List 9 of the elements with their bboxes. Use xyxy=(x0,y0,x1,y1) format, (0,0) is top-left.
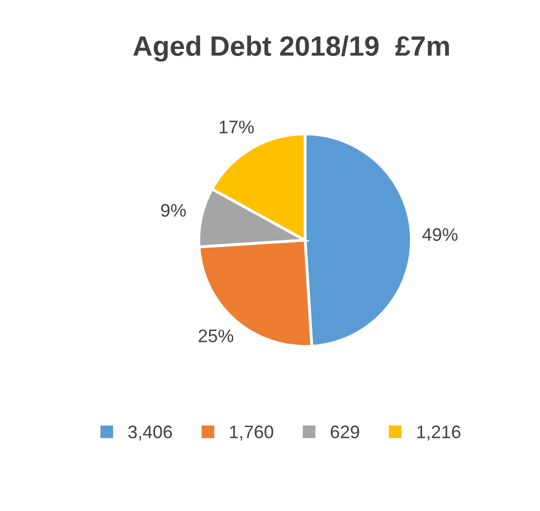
chart-title: Aged Debt 2018/19 £7m xyxy=(133,36,449,62)
legend-label: 3,406 xyxy=(128,426,172,440)
data-label: 9% xyxy=(161,204,186,217)
data-label: 17% xyxy=(220,120,254,134)
legend-label: 1,760 xyxy=(230,426,274,440)
data-label: 49% xyxy=(422,228,458,241)
data-label: 25% xyxy=(198,330,234,342)
legend-label: 629 xyxy=(330,426,360,438)
legend-label: 1,216 xyxy=(417,426,460,440)
